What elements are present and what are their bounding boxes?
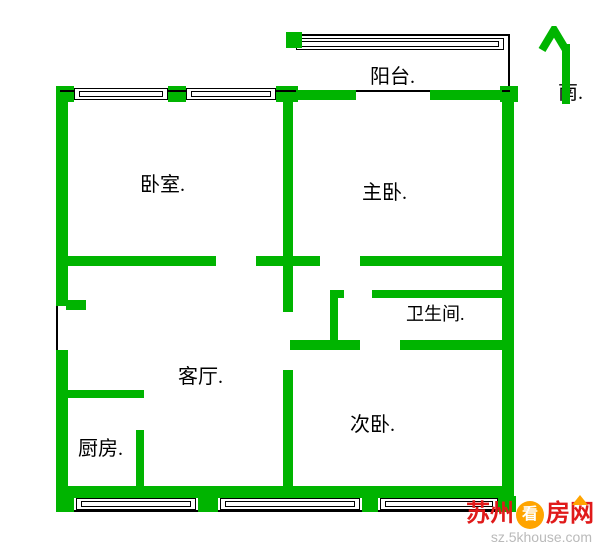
bathroom-left-wall <box>330 290 338 346</box>
mid-vertical-stub <box>283 262 293 312</box>
balcony-sill-left <box>296 90 356 100</box>
label-balcony: 阳台. <box>370 60 415 89</box>
bottom-cap-2 <box>198 496 218 512</box>
balcony-frame-top <box>290 34 510 36</box>
balcony-window <box>296 38 504 50</box>
bottom-window-1 <box>76 498 196 510</box>
bottom-cap-3 <box>362 496 378 512</box>
outer-left-wall-upper <box>56 100 68 306</box>
label-bathroom: 卫生间. <box>406 300 465 326</box>
second-left-wall <box>283 370 293 490</box>
outer-bottom-thin <box>56 510 514 512</box>
bedroom-window-1 <box>74 88 168 100</box>
outer-left-door-jamb <box>56 306 58 350</box>
bathroom-top-stub <box>330 290 344 298</box>
kitchen-top-wall <box>66 390 144 398</box>
balcony-sill-right <box>430 90 502 100</box>
top-cap-2 <box>168 86 186 102</box>
label-second: 次卧. <box>350 408 395 437</box>
bathroom-bottom-wall-r <box>400 340 504 350</box>
bedroom-bottom-wall <box>66 256 216 266</box>
left-stub <box>66 300 86 310</box>
bathroom-bottom-wall-l <box>290 340 360 350</box>
label-living: 客厅. <box>178 360 223 389</box>
master-bottom-wall-l <box>290 256 320 266</box>
mid-vertical-upper <box>283 100 293 264</box>
logo-look-icon: 看 <box>516 501 544 529</box>
bedroom-bottom-wall-r <box>256 256 290 266</box>
floorplan-canvas: 阳台. 南. 卧室. 主卧. 卫生间. 客厅. 厨房. 次卧. 苏州看房网 sz… <box>0 0 600 551</box>
balcony-left-cap <box>286 32 302 48</box>
master-bottom-wall-r <box>360 256 504 266</box>
label-master: 主卧. <box>362 176 407 205</box>
label-kitchen: 厨房. <box>78 432 123 461</box>
bottom-window-2 <box>220 498 360 510</box>
label-bedroom: 卧室. <box>140 168 185 197</box>
logo-pre: 苏州 <box>466 501 514 527</box>
balcony-frame-right <box>508 34 510 92</box>
outer-left-wall-lower <box>56 350 68 500</box>
bottom-cap-1 <box>56 496 74 512</box>
bathroom-top-wall <box>372 290 504 298</box>
outer-right-wall <box>502 100 514 498</box>
house-icon <box>570 493 590 507</box>
compass-arrow <box>534 26 574 106</box>
kitchen-right-wall <box>136 430 144 490</box>
bedroom-window-2 <box>186 88 276 100</box>
site-url: sz.5khouse.com <box>491 529 592 545</box>
